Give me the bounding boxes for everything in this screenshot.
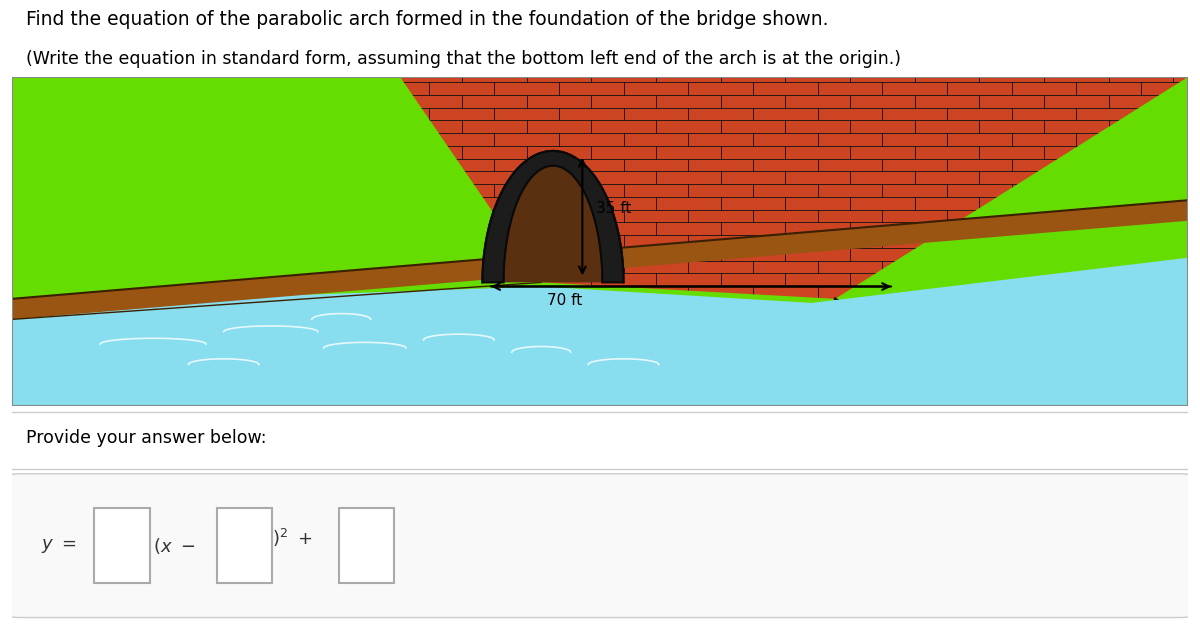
Text: $y\ =$: $y\ =$	[42, 537, 77, 555]
Text: 35 ft: 35 ft	[596, 201, 632, 216]
Text: 70 ft: 70 ft	[547, 293, 582, 308]
Polygon shape	[482, 151, 624, 282]
Polygon shape	[12, 77, 1188, 406]
Text: Find the equation of the parabolic arch formed in the foundation of the bridge s: Find the equation of the parabolic arch …	[26, 10, 829, 29]
FancyBboxPatch shape	[338, 508, 394, 583]
Polygon shape	[400, 77, 1188, 299]
FancyBboxPatch shape	[10, 474, 1190, 618]
FancyBboxPatch shape	[95, 508, 150, 583]
Text: Provide your answer below:: Provide your answer below:	[26, 429, 266, 447]
FancyBboxPatch shape	[217, 508, 272, 583]
Polygon shape	[504, 166, 602, 282]
Polygon shape	[12, 258, 1188, 406]
Text: $(x\ -$: $(x\ -$	[154, 535, 196, 556]
Polygon shape	[12, 77, 400, 290]
Polygon shape	[835, 299, 1188, 406]
Text: (Write the equation in standard form, assuming that the bottom left end of the a: (Write the equation in standard form, as…	[26, 50, 901, 68]
Text: $)^2\ +$: $)^2\ +$	[272, 527, 312, 549]
Polygon shape	[12, 200, 1188, 319]
